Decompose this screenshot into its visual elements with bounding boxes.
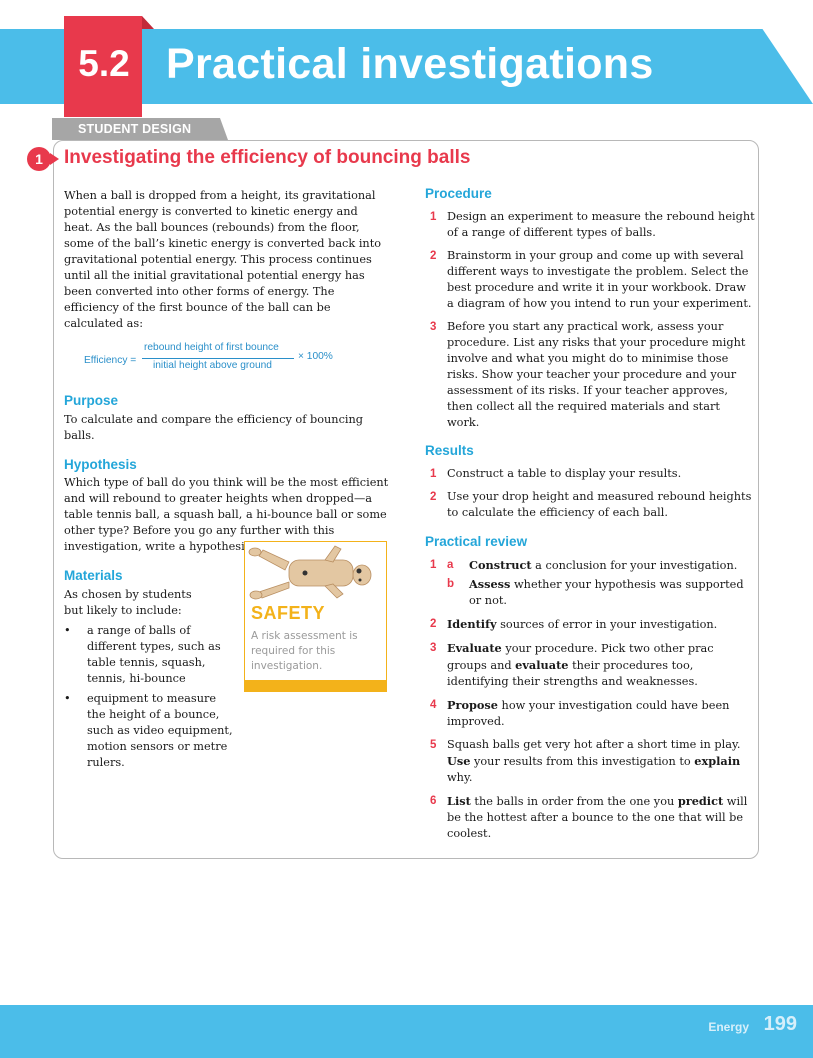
formula-rhs: × 100%	[298, 351, 333, 362]
results-heading: Results	[425, 443, 474, 458]
page-title: Practical investigations	[166, 40, 654, 88]
review-heading: Practical review	[425, 534, 528, 549]
activity-title: Investigating the efficiency of bouncing…	[64, 147, 471, 168]
efficiency-formula: Efficiency = rebound height of first bou…	[64, 342, 390, 382]
list-item: 2 Brainstorm in your group and come up wi…	[430, 249, 752, 310]
review-list: 1 a Construct a conclusion for your inves…	[425, 557, 755, 842]
list-item: 1 a Construct a conclusion for your inves…	[430, 558, 744, 607]
list-item: 2 Use your drop height and measured rebou…	[430, 490, 752, 519]
left-column: When a ball is dropped from a height, it…	[64, 188, 390, 775]
right-column: Procedure 1 Design an experiment to measu…	[425, 186, 755, 842]
activity-panel	[53, 140, 759, 859]
tag-label: STUDENT DESIGN	[78, 122, 192, 136]
badge-arrow	[50, 153, 59, 165]
hypothesis-heading: Hypothesis	[64, 457, 137, 472]
list-item: • equipment to measure the height of a bo…	[64, 692, 233, 769]
formula-numerator: rebound height of first bounce	[144, 342, 279, 353]
list-item: 3 Before you start any practical work, as…	[430, 320, 746, 429]
list-item: 4 Propose how your investigation could ha…	[430, 698, 730, 728]
list-item: 3 Evaluate your procedure. Pick two other…	[430, 641, 714, 688]
section-tab-fold	[142, 16, 154, 29]
list-item: 5 Squash balls get very hot after a short…	[430, 738, 741, 784]
safety-title: SAFETY	[251, 603, 326, 623]
list-item: • a range of balls of different types, su…	[64, 624, 221, 685]
list-item: 1 Construct a table to display your resul…	[430, 467, 682, 480]
list-item: 1 Design an experiment to measure the reb…	[430, 210, 755, 239]
formula-denominator: initial height above ground	[153, 360, 272, 371]
results-list: 1 Construct a table to display your resul…	[425, 466, 755, 521]
section-tab	[64, 16, 142, 117]
intro-paragraph: When a ball is dropped from a height, it…	[64, 189, 382, 330]
header-notch	[743, 0, 813, 104]
safety-bar	[245, 680, 386, 691]
procedure-heading: Procedure	[425, 186, 492, 201]
purpose-text: To calculate and compare the efficiency …	[64, 413, 364, 442]
section-number: 5.2	[78, 43, 130, 84]
list-item: 6 List the balls in order from the one yo…	[430, 794, 748, 840]
materials-list: • a range of balls of different types, su…	[64, 623, 236, 771]
materials-intro: As chosen by students but likely to incl…	[64, 588, 192, 617]
safety-text: A risk assessment is required for this i…	[251, 630, 358, 672]
page-number: 199	[763, 1013, 797, 1035]
procedure-list: 1 Design an experiment to measure the reb…	[425, 209, 755, 431]
list-item: 2 Identify sources of error in your inves…	[430, 617, 718, 631]
fraction-bar	[142, 358, 294, 359]
materials-heading: Materials	[64, 568, 123, 583]
safety-box: SAFETY A risk assessment is required for…	[244, 541, 387, 692]
hypothesis-text: Which type of ball do you think will be …	[64, 476, 389, 553]
purpose-heading: Purpose	[64, 393, 119, 408]
student-design-tag	[52, 118, 228, 140]
formula-lhs: Efficiency =	[84, 355, 137, 366]
activity-number-badge: 1	[27, 147, 51, 171]
footer-band	[0, 1005, 813, 1058]
footer-chapter-label: Energy	[708, 1020, 749, 1034]
crash-test-dummy-image	[248, 545, 372, 600]
